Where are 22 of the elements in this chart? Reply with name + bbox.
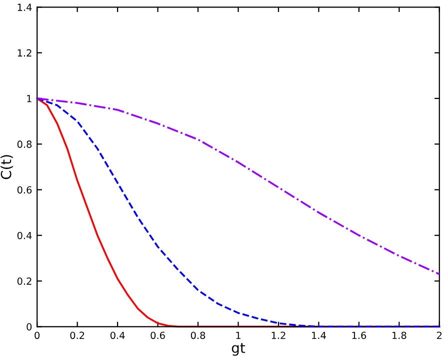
y-tick-label: 1.4 [18, 4, 32, 11]
x-tick-label: 1.2 [272, 332, 286, 339]
x-tick-label: 0.4 [110, 332, 125, 340]
y-tick-label: 0.8 [17, 140, 32, 148]
x-tick-label: 0.2 [70, 332, 84, 340]
x-axis-title: gt [232, 343, 246, 356]
x-tick-label: 2 [437, 332, 442, 339]
x-tick-label: 1.4 [312, 332, 326, 339]
y-axis-title: C(t) [0, 155, 13, 180]
x-tick-label: 1 [236, 332, 240, 339]
line-series [36, 98, 440, 276]
y-tick-label: 0.2 [17, 277, 32, 285]
y-tick-label: 0.6 [17, 186, 32, 194]
y-tick-label: 0.4 [17, 232, 32, 240]
x-tick-label: 0.8 [190, 332, 206, 340]
x-tick-label: 0 [34, 332, 40, 340]
y-tick-label: 1.2 [18, 49, 32, 56]
y-tick-label: 0 [26, 323, 32, 330]
x-tick-label: 0.6 [150, 332, 165, 340]
x-tick-label: 1.8 [392, 332, 406, 340]
y-tick-label: 1 [27, 95, 32, 102]
x-tick-label: 1.6 [352, 332, 366, 340]
